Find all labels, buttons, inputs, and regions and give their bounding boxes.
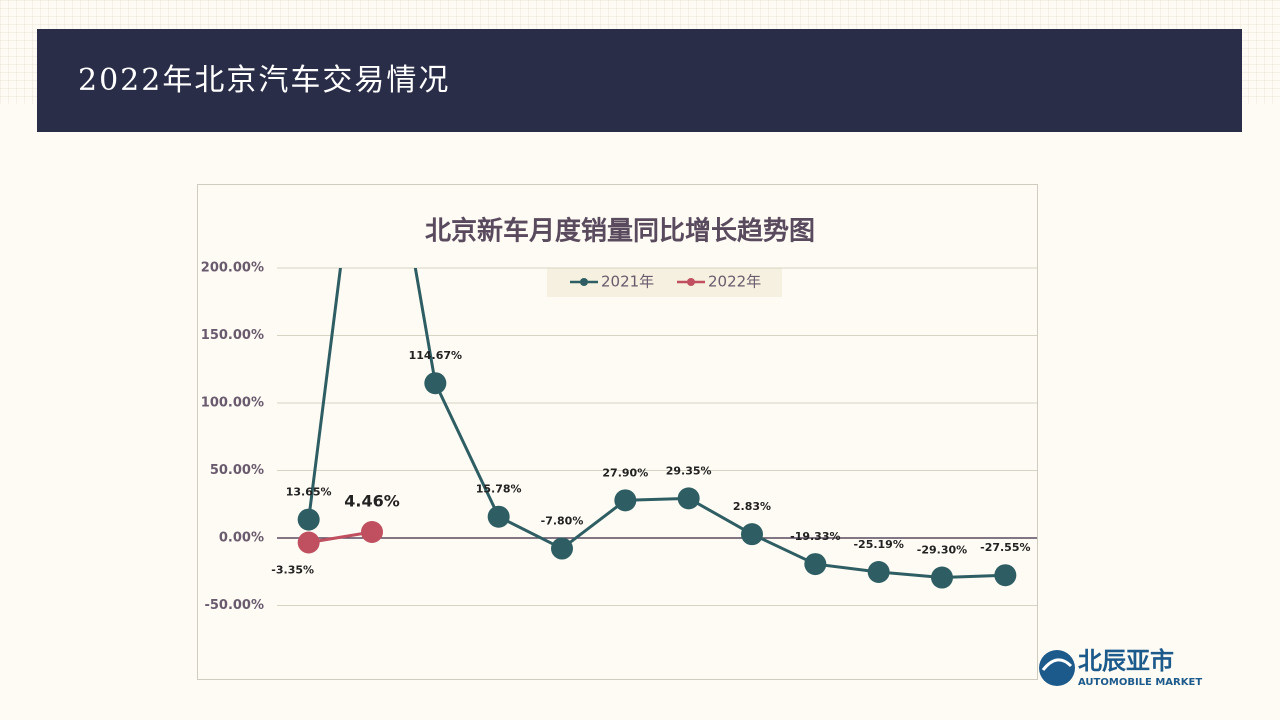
data-point bbox=[614, 489, 637, 512]
legend-marker bbox=[580, 278, 588, 286]
y-tick-label: -50.00% bbox=[204, 598, 264, 613]
data-label: 114.67% bbox=[409, 349, 462, 362]
chart-title: 北京新车月度销量同比增长趋势图 bbox=[425, 216, 815, 247]
data-point bbox=[804, 553, 827, 576]
data-label: 29.35% bbox=[666, 464, 712, 477]
data-point bbox=[741, 523, 763, 546]
legend-marker bbox=[687, 278, 695, 286]
y-tick-label: 200.00% bbox=[201, 261, 264, 276]
data-label: -29.30% bbox=[917, 544, 967, 557]
data-point bbox=[297, 508, 320, 531]
logo-icon-arc bbox=[1041, 658, 1073, 671]
y-tick-label: 100.00% bbox=[201, 396, 264, 411]
data-label: -25.19% bbox=[853, 538, 903, 551]
y-tick-label: 150.00% bbox=[201, 328, 264, 343]
data-point bbox=[424, 372, 447, 395]
plot-area bbox=[297, 268, 1017, 589]
data-label: -3.35% bbox=[271, 564, 314, 577]
data-point bbox=[551, 537, 573, 560]
y-tick-label: 0.00% bbox=[219, 531, 264, 546]
header-banner bbox=[37, 29, 1242, 132]
data-point bbox=[487, 505, 510, 528]
data-label: 13.65% bbox=[286, 486, 332, 499]
data-label: -27.55% bbox=[980, 541, 1030, 554]
data-label: 2.83% bbox=[733, 500, 771, 513]
logo: 北辰亚市 AUTOMOBILE MARKET bbox=[1039, 647, 1202, 688]
data-label: -19.33% bbox=[790, 530, 840, 543]
legend-label: 2021年 bbox=[601, 273, 654, 291]
data-label: 27.90% bbox=[602, 466, 648, 479]
data-point bbox=[994, 564, 1017, 587]
logo-icon bbox=[1039, 650, 1075, 686]
data-point bbox=[867, 561, 890, 584]
data-point bbox=[297, 531, 320, 554]
data-label: 15.78% bbox=[476, 483, 522, 496]
data-point bbox=[361, 520, 383, 543]
legend-label: 2022年 bbox=[708, 273, 761, 291]
data-label: -7.80% bbox=[541, 515, 584, 528]
logo-subtitle: AUTOMOBILE MARKET bbox=[1078, 677, 1202, 688]
chart-frame bbox=[197, 184, 1038, 680]
slide-title: 2022年北京汽车交易情况 bbox=[78, 63, 450, 98]
y-tick-label: 50.00% bbox=[210, 463, 264, 478]
data-point bbox=[677, 487, 700, 510]
logo-name: 北辰亚市 bbox=[1078, 647, 1174, 675]
data-label: 4.46% bbox=[344, 491, 400, 510]
data-point bbox=[931, 566, 953, 589]
